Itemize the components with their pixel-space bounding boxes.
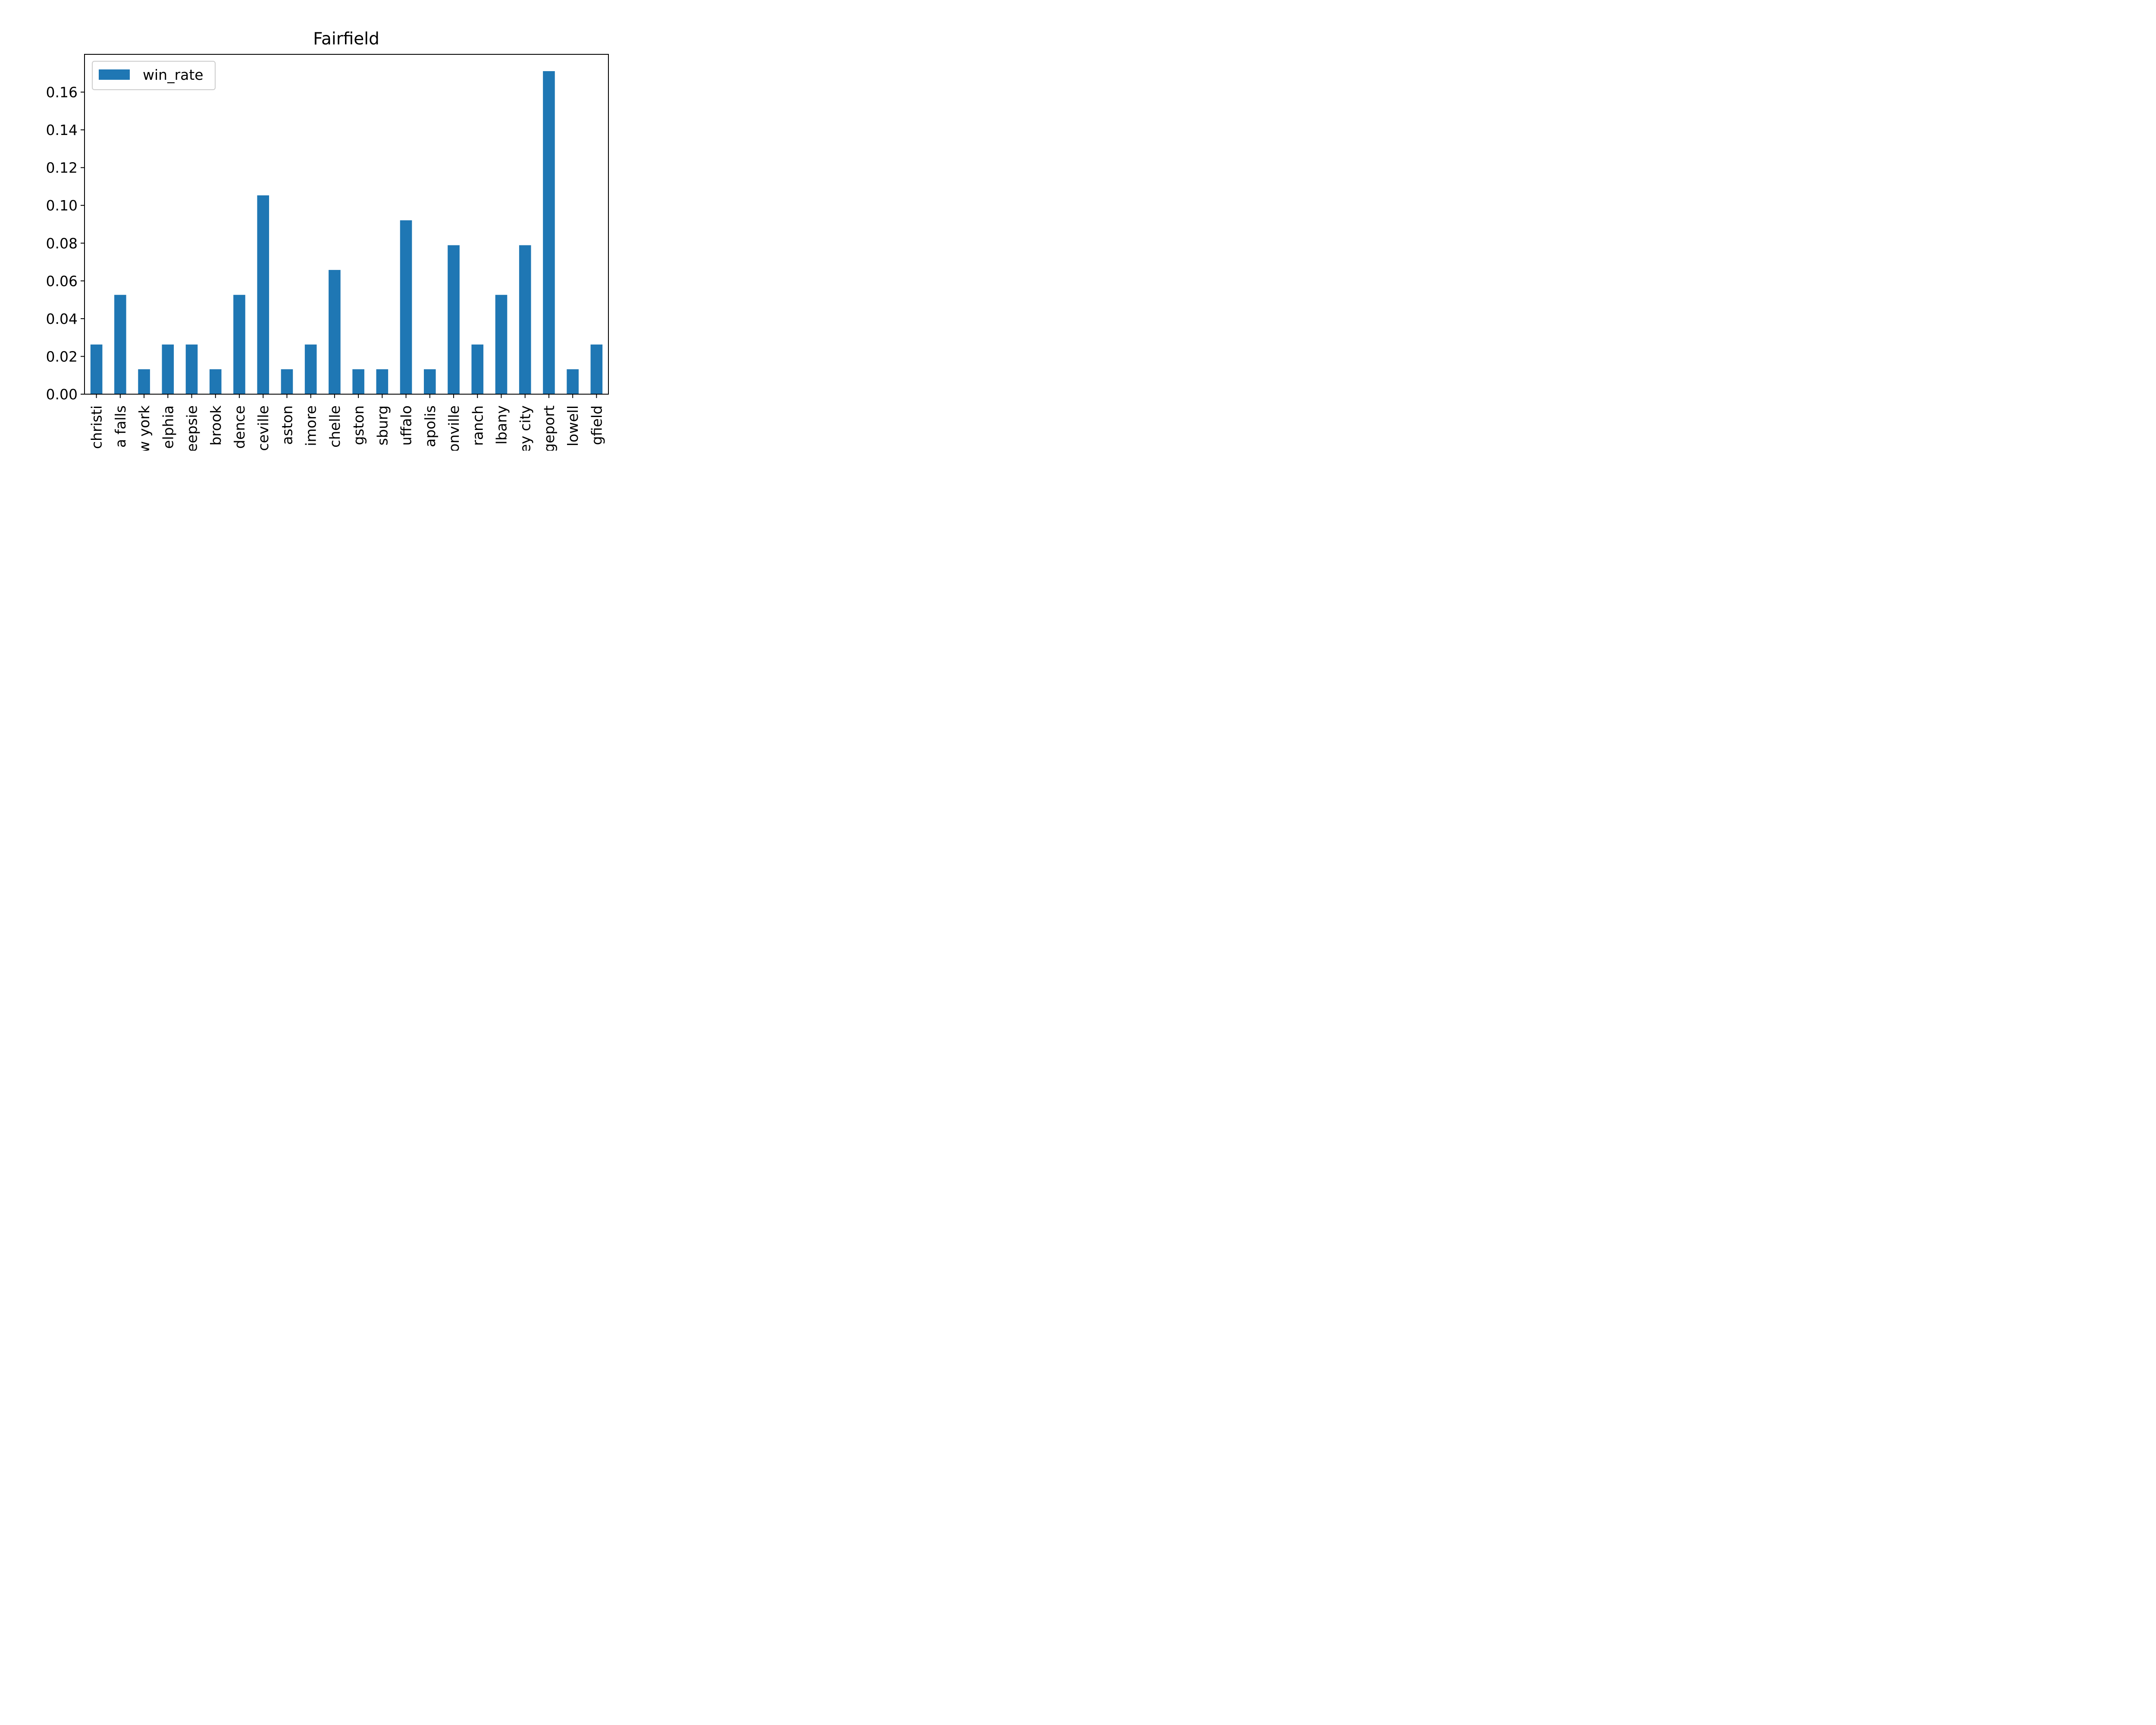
x-tick-label: imore (303, 405, 320, 446)
bar (400, 220, 412, 394)
bar (281, 369, 293, 394)
x-tick-label: christi (88, 405, 105, 449)
x-axis: christi a falls w york elphia eepsie brook den… (88, 394, 605, 453)
y-axis: 0.00 0.02 0.04 0.06 0.08 0.10 0.12 0.14 0.16 (46, 84, 85, 403)
y-tick-label: 0.14 (46, 122, 78, 138)
bar (352, 369, 364, 394)
x-tick-label: ranch (469, 405, 486, 446)
bar (423, 369, 436, 394)
x-tick-label: gston (350, 405, 367, 445)
x-tick-label: brook (207, 405, 224, 445)
x-tick-label: uffalo (398, 405, 415, 445)
x-tick-label: eepsie (184, 405, 201, 451)
bar (90, 344, 103, 394)
bar (257, 195, 270, 394)
x-tick-label: ey city (517, 405, 534, 451)
bar (519, 245, 531, 394)
x-tick-label: lowell (564, 405, 581, 446)
chart-title: Fairfield (313, 29, 379, 49)
y-tick-label: 0.02 (46, 348, 78, 365)
bar (138, 369, 150, 394)
x-tick-label: apolis (422, 405, 439, 447)
legend-swatch (99, 69, 130, 80)
y-tick-label: 0.12 (46, 160, 78, 176)
x-tick-label: ceville (255, 405, 272, 451)
x-tick-label: dence (231, 405, 248, 449)
y-tick-label: 0.00 (46, 386, 78, 403)
bar (543, 71, 555, 394)
bar (448, 245, 460, 394)
y-tick-label: 0.06 (46, 273, 78, 289)
x-tick-label: gfield (588, 405, 605, 445)
chart-container: Fairfield 0.00 0.02 0.04 0.06 0.08 0.10 0.12 0.… (0, 0, 667, 453)
x-tick-label: w york (136, 405, 153, 451)
y-tick-label: 0.10 (46, 197, 78, 214)
bar (114, 295, 126, 394)
bars-layer (90, 71, 603, 394)
legend-box (92, 61, 216, 90)
x-tick-label: elphia (160, 405, 176, 449)
bar (185, 344, 198, 394)
bar-chart: Fairfield 0.000.020.040.060.080.100.120.… (46, 29, 609, 453)
y-tick-label: 0.16 (46, 84, 78, 101)
x-tick-label: sburg (374, 405, 391, 445)
bar (209, 369, 222, 394)
bar (567, 369, 579, 394)
plot-frame (84, 54, 609, 395)
bar (304, 344, 317, 394)
legend-label: win_rate (143, 66, 204, 83)
bar (329, 270, 341, 394)
bar (162, 344, 174, 394)
x-tick-label: geport (541, 405, 558, 451)
bar (233, 295, 245, 394)
x-tick-label: aston (279, 405, 295, 445)
bar (495, 295, 508, 394)
x-tick-label: onville (445, 405, 462, 451)
x-tick-label: a falls (112, 405, 129, 448)
legend: win_rate (92, 61, 216, 90)
bar (376, 369, 389, 394)
bar (590, 344, 603, 394)
x-tick-label: chelle (326, 405, 343, 448)
y-tick-label: 0.08 (46, 235, 78, 252)
bar (471, 344, 484, 394)
y-tick-label: 0.04 (46, 310, 78, 327)
x-tick-label: lbany (493, 405, 510, 445)
